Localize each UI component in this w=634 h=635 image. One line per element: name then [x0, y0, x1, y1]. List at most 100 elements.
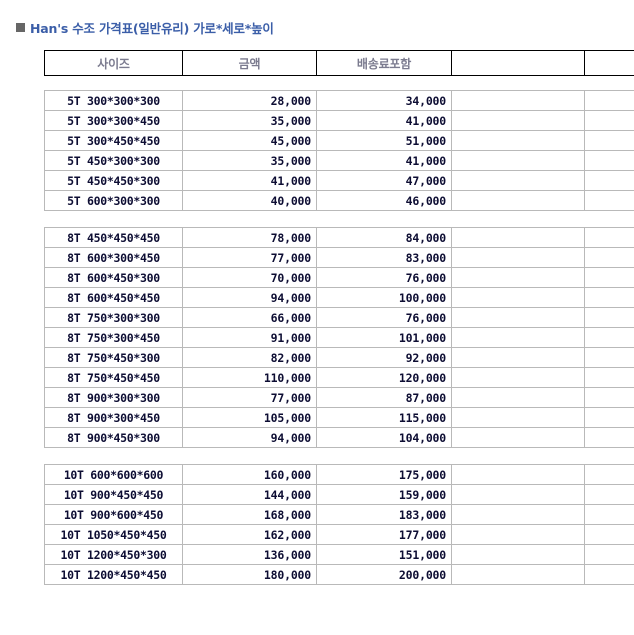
- cell-price: 160,000: [182, 464, 317, 485]
- table-row: 5T 300*300*450 35,000 41,000: [44, 110, 634, 131]
- cell-extra-2: [584, 367, 634, 388]
- cell-extra-1: [451, 427, 585, 448]
- cell-extra-2: [584, 407, 634, 428]
- cell-price: 66,000: [182, 307, 317, 328]
- cell-extra-2: [584, 267, 634, 288]
- cell-extra-1: [451, 327, 585, 348]
- cell-shipping: 92,000: [316, 347, 452, 368]
- cell-shipping: 101,000: [316, 327, 452, 348]
- table-row: 8T 900*450*300 94,000 104,000: [44, 427, 634, 448]
- cell-shipping: 76,000: [316, 267, 452, 288]
- cell-size: 5T 450*450*300: [44, 170, 183, 191]
- cell-extra-1: [451, 387, 585, 408]
- cell-size: 8T 600*300*450: [44, 247, 183, 268]
- cell-shipping: 115,000: [316, 407, 452, 428]
- cell-extra-2: [584, 130, 634, 151]
- cell-extra-2: [584, 387, 634, 408]
- table-row: 8T 900*300*300 77,000 87,000: [44, 387, 634, 408]
- cell-size: 10T 900*600*450: [44, 504, 183, 525]
- cell-extra-2: [584, 150, 634, 171]
- cell-size: 8T 450*450*450: [44, 227, 183, 248]
- cell-extra-1: [451, 170, 585, 191]
- cell-extra-1: [451, 504, 585, 525]
- cell-extra-2: [584, 90, 634, 111]
- group-spacer-cell: [44, 75, 634, 91]
- cell-size: 10T 1050*450*450: [44, 524, 183, 545]
- column-header-price: 금액: [182, 50, 317, 76]
- column-header-extra-1: [451, 50, 585, 76]
- table-row: 10T 600*600*600 160,000 175,000: [44, 464, 634, 485]
- table-row: 8T 750*300*300 66,000 76,000: [44, 307, 634, 328]
- cell-price: 40,000: [182, 190, 317, 211]
- table-row: 8T 600*450*300 70,000 76,000: [44, 267, 634, 288]
- cell-extra-2: [584, 247, 634, 268]
- cell-extra-2: [584, 347, 634, 368]
- cell-size: 5T 300*300*450: [44, 110, 183, 131]
- cell-price: 82,000: [182, 347, 317, 368]
- cell-extra-1: [451, 464, 585, 485]
- cell-extra-1: [451, 564, 585, 585]
- cell-extra-1: [451, 544, 585, 565]
- cell-size: 10T 900*450*450: [44, 484, 183, 505]
- cell-extra-2: [584, 484, 634, 505]
- cell-shipping: 84,000: [316, 227, 452, 248]
- table-row: 10T 1200*450*450 180,000 200,000: [44, 564, 634, 585]
- cell-size: 10T 1200*450*450: [44, 564, 183, 585]
- cell-shipping: 100,000: [316, 287, 452, 308]
- cell-extra-1: [451, 150, 585, 171]
- cell-extra-2: [584, 110, 634, 131]
- cell-shipping: 175,000: [316, 464, 452, 485]
- cell-size: 8T 900*450*300: [44, 427, 183, 448]
- cell-extra-1: [451, 247, 585, 268]
- table-header-row: 사이즈 금액 배송료포함: [44, 50, 634, 76]
- cell-extra-2: [584, 524, 634, 545]
- cell-size: 8T 750*450*300: [44, 347, 183, 368]
- table-body: 5T 300*300*300 28,000 34,000 5T 300*300*450…: [44, 75, 634, 585]
- cell-extra-1: [451, 130, 585, 151]
- cell-price: 144,000: [182, 484, 317, 505]
- cell-size: 8T 600*450*450: [44, 287, 183, 308]
- cell-price: 110,000: [182, 367, 317, 388]
- cell-price: 77,000: [182, 247, 317, 268]
- cell-price: 41,000: [182, 170, 317, 191]
- table-row: 8T 900*300*450 105,000 115,000: [44, 407, 634, 428]
- group-spacer-cell: [44, 210, 634, 228]
- cell-shipping: 159,000: [316, 484, 452, 505]
- cell-shipping: 41,000: [316, 110, 452, 131]
- cell-size: 5T 450*300*300: [44, 150, 183, 171]
- cell-price: 70,000: [182, 267, 317, 288]
- cell-extra-2: [584, 307, 634, 328]
- column-header-size: 사이즈: [44, 50, 183, 76]
- cell-shipping: 76,000: [316, 307, 452, 328]
- cell-price: 35,000: [182, 110, 317, 131]
- table-row: 5T 300*300*300 28,000 34,000: [44, 90, 634, 111]
- cell-price: 162,000: [182, 524, 317, 545]
- cell-shipping: 120,000: [316, 367, 452, 388]
- group-spacer-row: [44, 210, 634, 228]
- cell-shipping: 51,000: [316, 130, 452, 151]
- cell-size: 5T 300*450*450: [44, 130, 183, 151]
- cell-extra-1: [451, 307, 585, 328]
- cell-price: 45,000: [182, 130, 317, 151]
- cell-size: 8T 600*450*300: [44, 267, 183, 288]
- table-row: 5T 600*300*300 40,000 46,000: [44, 190, 634, 211]
- page-title: Han's 수조 가격표(일반유리) 가로*세로*높이: [16, 18, 274, 37]
- cell-extra-2: [584, 327, 634, 348]
- cell-price: 168,000: [182, 504, 317, 525]
- cell-price: 136,000: [182, 544, 317, 565]
- table-row: 5T 300*450*450 45,000 51,000: [44, 130, 634, 151]
- cell-size: 5T 300*300*300: [44, 90, 183, 111]
- cell-extra-2: [584, 464, 634, 485]
- table-row: 10T 1200*450*300 136,000 151,000: [44, 544, 634, 565]
- cell-size: 8T 900*300*300: [44, 387, 183, 408]
- cell-shipping: 87,000: [316, 387, 452, 408]
- group-spacer-cell: [44, 447, 634, 465]
- cell-extra-1: [451, 347, 585, 368]
- table-row: 8T 750*450*450 110,000 120,000: [44, 367, 634, 388]
- cell-extra-1: [451, 267, 585, 288]
- table-row: 8T 600*300*450 77,000 83,000: [44, 247, 634, 268]
- cell-shipping: 151,000: [316, 544, 452, 565]
- column-header-shipping: 배송료포함: [316, 50, 452, 76]
- cell-extra-1: [451, 407, 585, 428]
- price-table-container: 사이즈 금액 배송료포함 5T 300*300*300 28,000 34,000 5…: [44, 50, 634, 585]
